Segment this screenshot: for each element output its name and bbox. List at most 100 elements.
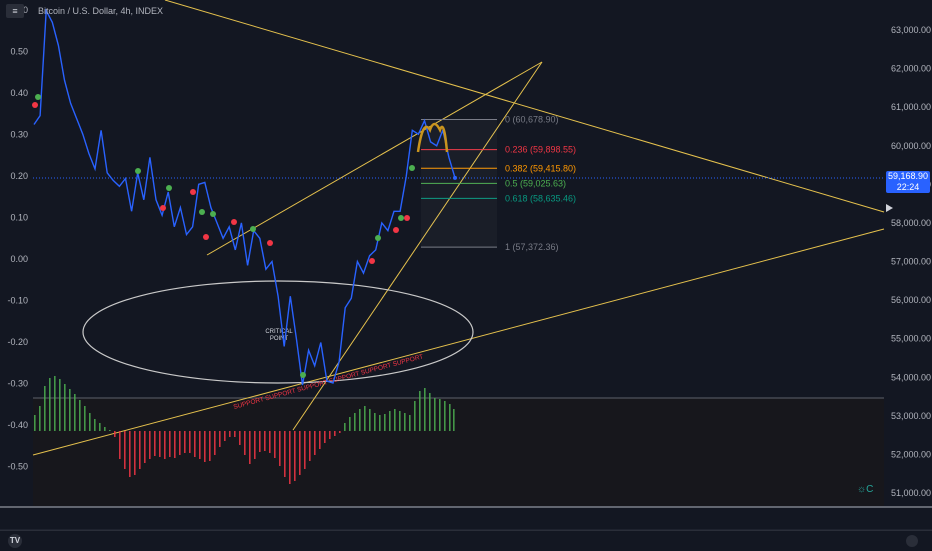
menu-icon[interactable]: ≡ xyxy=(6,4,24,18)
bar-countdown: 22:24 xyxy=(896,182,920,192)
oscillator-bar xyxy=(239,431,241,445)
sell-signal-marker xyxy=(369,258,375,264)
buy-signal-marker xyxy=(398,215,404,221)
left-axis-tick: 0.50 xyxy=(10,47,28,57)
oscillator-bar xyxy=(309,431,311,461)
oscillator-bar xyxy=(224,431,226,441)
left-axis-tick: -0.40 xyxy=(7,420,28,430)
fib-zone xyxy=(421,120,497,248)
oscillator-bar xyxy=(399,411,401,431)
oscillator-bar xyxy=(179,431,181,455)
buy-signal-marker xyxy=(409,165,415,171)
oscillator-bar xyxy=(434,398,436,431)
oscillator-bar xyxy=(354,413,356,431)
menu-glyph: ≡ xyxy=(12,6,18,16)
right-axis-tick: 51,000.00 xyxy=(891,488,931,498)
chart-canvas[interactable]: 0.600.500.400.300.200.100.00-0.10-0.20-0… xyxy=(0,0,932,530)
oscillator-bar xyxy=(379,415,381,431)
critical-point-label-line1: CRITICAL xyxy=(265,329,293,335)
oscillator-bar xyxy=(289,431,291,484)
oscillator-bar xyxy=(389,411,391,431)
oscillator-bar xyxy=(359,409,361,431)
oscillator-bar xyxy=(194,431,196,457)
scroll-right-icon[interactable] xyxy=(886,204,893,212)
oscillator-bar xyxy=(34,415,36,431)
oscillator-bar xyxy=(94,419,96,431)
right-axis-tick: 57,000.00 xyxy=(891,257,931,267)
last-price-tag: 59,168.90 22:24 xyxy=(886,171,930,193)
left-axis-tick: 0.40 xyxy=(10,88,28,98)
oscillator-bar xyxy=(259,431,261,452)
last-price-dot xyxy=(453,175,457,180)
oscillator-bar xyxy=(164,431,166,459)
oscillator-bar xyxy=(314,431,316,455)
oscillator-bar xyxy=(189,431,191,453)
price-series xyxy=(33,8,457,386)
oscillator-bar xyxy=(384,414,386,431)
oscillator-bar xyxy=(424,388,426,431)
buy-signal-marker xyxy=(135,168,141,174)
sell-signal-marker xyxy=(203,234,209,240)
buy-signal-marker xyxy=(250,226,256,232)
oscillator-bar xyxy=(119,431,121,459)
right-axis-tick: 56,000.00 xyxy=(891,295,931,305)
oscillator-bar xyxy=(449,404,451,431)
oscillator-bar xyxy=(209,431,211,461)
trendline-channel-upper[interactable] xyxy=(206,61,543,256)
oscillator-bar xyxy=(369,409,371,431)
oscillator-bar xyxy=(44,386,46,431)
right-axis: 63,000.0062,000.0061,000.0060,000.0059,0… xyxy=(891,25,931,498)
fib-level-label: 0 (60,678.90) xyxy=(505,115,559,125)
left-axis-tick: 0.20 xyxy=(10,171,28,181)
oscillator-bar xyxy=(129,431,131,477)
fib-level-label: 0.382 (59,415.80) xyxy=(505,163,576,173)
oscillator-bar xyxy=(114,431,116,437)
buy-signal-marker xyxy=(375,235,381,241)
signal-markers xyxy=(32,94,415,378)
oscillator-bar xyxy=(249,431,251,464)
oscillator-bar xyxy=(74,394,76,431)
fib-level-label: 1 (57,372.36) xyxy=(505,242,559,252)
oscillator-pane xyxy=(33,398,884,506)
left-axis-tick: -0.10 xyxy=(7,296,28,306)
oscillator-bar xyxy=(199,431,201,459)
last-price-value: 59,168.90 xyxy=(887,171,929,181)
oscillator-bar xyxy=(394,409,396,431)
trendline-ascending-support[interactable] xyxy=(32,228,885,456)
oscillator-bar xyxy=(304,431,306,469)
oscillator-bar xyxy=(99,423,101,431)
left-axis-tick: 0.30 xyxy=(10,130,28,140)
sell-signal-marker xyxy=(267,240,273,246)
sell-signal-marker xyxy=(190,189,196,195)
oscillator-bar xyxy=(429,393,431,431)
fib-level-label: 0.618 (58,635.46) xyxy=(505,193,576,203)
oscillator-bar xyxy=(419,391,421,431)
fibonacci-retracement[interactable]: 0 (60,678.90) 0.236 (59,898.55) 0.382 (59,… xyxy=(421,115,576,253)
scroll-to-realtime-button[interactable] xyxy=(906,535,918,547)
oscillator-bar xyxy=(54,376,56,431)
oscillator-bar xyxy=(444,401,446,431)
trendline-descending[interactable] xyxy=(164,0,885,213)
oscillator-bar xyxy=(319,431,321,449)
trendline-channel-lower[interactable] xyxy=(292,61,543,431)
oscillator-bar xyxy=(214,431,216,455)
oscillator-bar xyxy=(149,431,151,459)
oscillator-bar xyxy=(329,431,331,439)
right-axis-tick: 58,000.00 xyxy=(891,218,931,228)
oscillator-bar xyxy=(229,431,231,437)
left-axis-tick: -0.20 xyxy=(7,337,28,347)
oscillator-bar xyxy=(439,399,441,431)
left-axis-tick: -0.30 xyxy=(7,379,28,389)
buy-signal-marker xyxy=(35,94,41,100)
oscillator-bar xyxy=(144,431,146,463)
right-axis-tick: 61,000.00 xyxy=(891,102,931,112)
oscillator-bar xyxy=(134,431,136,475)
oscillator-bar xyxy=(279,431,281,466)
left-axis-tick: -0.50 xyxy=(7,462,28,472)
critical-point-ellipse[interactable] xyxy=(82,280,474,384)
oscillator-bar xyxy=(184,431,186,453)
buy-signal-marker xyxy=(210,211,216,217)
arch-pattern xyxy=(416,122,449,153)
tradingview-logo-icon[interactable]: TV xyxy=(8,534,22,548)
sell-signal-marker xyxy=(393,227,399,233)
